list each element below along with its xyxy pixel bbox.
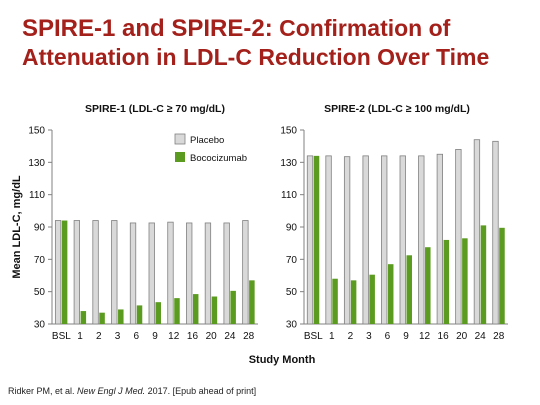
panel2-bar-bococizumab: [499, 227, 505, 324]
panel2-bar-bococizumab: [387, 264, 394, 324]
panel1-y-tick-label: 90: [34, 223, 46, 234]
panel2-bar-bococizumab: [369, 274, 375, 324]
panel1-y-tick-label: 30: [34, 320, 46, 331]
panel1-x-tick-label: 1: [77, 331, 83, 342]
panel2-x-tick-label: 20: [456, 331, 468, 342]
panel1-bar-placebo: [73, 220, 80, 325]
panel1-x-tick-label: 6: [133, 331, 139, 342]
panel1-y-tick-label: 150: [28, 126, 45, 137]
panel2-y-tick-label: 110: [281, 190, 297, 201]
panel2-y-tick-label: 130: [280, 158, 297, 169]
panel1-bar-placebo: [54, 220, 62, 325]
panel2-x-tick-label: 24: [475, 331, 487, 342]
panel2-bar-placebo: [306, 155, 314, 325]
panel1-bar-placebo: [167, 221, 174, 325]
panel1-x-tick-label: BSL: [52, 331, 71, 342]
panel1-x-tick-label: 28: [243, 331, 255, 342]
title-part2: Confirmation of: [279, 15, 451, 41]
citation-authors: Ridker PM, et al.: [8, 386, 75, 396]
panel1-bar-bococizumab: [192, 294, 199, 324]
panel1-bar-placebo: [92, 220, 99, 325]
panel1-bar-placebo: [129, 222, 137, 325]
panel1-bar-bococizumab: [99, 312, 105, 324]
panel2-bar-placebo: [436, 153, 443, 325]
panel1-bar-bococizumab: [136, 305, 143, 324]
panel2-y-tick-label: 70: [286, 255, 298, 266]
panel2-bar-bococizumab: [313, 155, 320, 324]
citation: Ridker PM, et al. New Engl J Med. 2017. …: [8, 386, 256, 396]
panel1-bar-bococizumab: [230, 290, 236, 324]
panel2-x-tick-label: 1: [329, 331, 335, 342]
panel1-bar-placebo: [242, 220, 249, 325]
panel1-bar-bococizumab: [249, 280, 255, 324]
panel2-bar-bococizumab: [443, 239, 450, 324]
panel1-y-tick-label: 110: [29, 190, 45, 201]
legend-placebo-swatch: [174, 133, 186, 145]
title-part1: SPIRE-1 and SPIRE-2:: [22, 15, 273, 42]
panel1-bar-placebo: [186, 222, 193, 325]
panel1-bar-bococizumab: [118, 309, 124, 324]
citation-journal: New Engl J Med.: [77, 386, 146, 396]
panel2-x-tick-label: 28: [493, 331, 505, 342]
panel2-title: SPIRE-2 (LDL-C ≥ 100 mg/dL): [324, 103, 470, 115]
panel2-bar-placebo: [325, 155, 332, 325]
panel1-y-tick-label: 50: [34, 287, 46, 298]
panel1-x-tick-label: 2: [96, 331, 102, 342]
panel1-y-tick-label: 70: [34, 255, 46, 266]
slide-title: SPIRE-1 and SPIRE-2: Confirmation of Att…: [22, 14, 532, 71]
panel2-bar-placebo: [399, 155, 406, 325]
panel2-bar-bococizumab: [332, 278, 338, 324]
panel1-bar-bococizumab: [155, 302, 161, 324]
panel2-bar-bococizumab: [406, 255, 412, 324]
panel1-bar-bococizumab: [61, 220, 68, 324]
panel1-bar-placebo: [148, 222, 155, 325]
panel2-x-tick-label: 12: [419, 331, 431, 342]
panel2-x-tick-label: 9: [403, 331, 409, 342]
panel1-x-tick-label: 9: [152, 331, 158, 342]
citation-rest: 2017. [Epub ahead of print]: [147, 386, 257, 396]
title-line2: Attenuation in LDL-C Reduction Over Time: [22, 44, 490, 70]
panel2-y-tick-label: 90: [286, 223, 298, 234]
panel2-x-tick-label: 3: [366, 331, 372, 342]
panel1-x-tick-label: 16: [187, 331, 199, 342]
panel2-bar-bococizumab: [462, 238, 468, 324]
panel2-bar-placebo: [455, 148, 462, 325]
panel1-y-tick-label: 130: [28, 158, 45, 169]
y-axis-title: Mean LDL-C, mg/dL: [11, 175, 23, 279]
panel1-bar-placebo: [111, 220, 118, 325]
panel2-y-tick-label: 50: [286, 287, 298, 298]
panel1-x-tick-label: 24: [224, 331, 236, 342]
panel1-x-tick-label: 3: [115, 331, 121, 342]
panel1-x-tick-label: 12: [168, 331, 180, 342]
panel2-bar-placebo: [473, 139, 481, 325]
legend-bococizumab-swatch: [175, 152, 185, 162]
panel2-x-tick-label: 6: [385, 331, 391, 342]
panel1-bar-bococizumab: [211, 296, 218, 324]
panel2-y-tick-label: 150: [280, 126, 297, 137]
panel2-x-tick-label: BSL: [304, 331, 323, 342]
panel2-x-tick-label: 2: [348, 331, 354, 342]
panel1-bar-bococizumab: [174, 298, 180, 324]
panel1-x-tick-label: 20: [206, 331, 218, 342]
panel2-bar-placebo: [343, 156, 351, 325]
panel1-bar-placebo: [223, 222, 230, 325]
panel2-bar-placebo: [362, 155, 369, 325]
legend-bococizumab-label: Bococizumab: [190, 153, 247, 164]
panel2-bar-placebo: [418, 155, 425, 325]
panel2-x-tick-label: 16: [438, 331, 450, 342]
legend-placebo-label: Placebo: [190, 135, 224, 146]
panel2-y-tick-label: 30: [286, 320, 298, 331]
chart-area: SPIRE-1 (LDL-C ≥ 70 mg/dL)30507090110130…: [11, 103, 508, 366]
panel2-bar-bococizumab: [425, 247, 431, 324]
panel2-bar-bococizumab: [350, 280, 357, 324]
x-axis-title: Study Month: [249, 354, 316, 366]
panel2-bar-bococizumab: [480, 225, 487, 324]
panel1-bar-placebo: [204, 222, 212, 325]
panel1-title: SPIRE-1 (LDL-C ≥ 70 mg/dL): [85, 103, 225, 115]
panel1-bar-bococizumab: [80, 311, 87, 324]
panel2-bar-placebo: [381, 155, 388, 325]
panel2-bar-placebo: [492, 140, 499, 325]
